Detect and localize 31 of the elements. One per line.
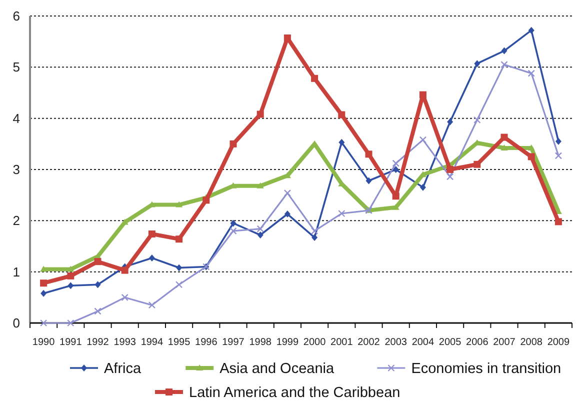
x-tick-label: 1999: [276, 337, 300, 348]
x-tick-label: 1997: [222, 337, 245, 348]
x-tick-label: 1991: [60, 337, 82, 348]
y-tick-label: 3: [12, 162, 20, 178]
x-tick-label: 1996: [195, 337, 218, 348]
x-tick-label: 1990: [32, 337, 56, 348]
x-tick-label: 1994: [140, 337, 164, 348]
legend-label: Latin America and the Caribbean: [189, 385, 400, 402]
x-tick-label: 2000: [303, 337, 326, 348]
x-tick-label: 2002: [358, 337, 380, 348]
x-tick-label: 1995: [168, 337, 191, 348]
legend-label: Africa: [104, 361, 142, 378]
y-tick-label: 6: [12, 8, 20, 24]
y-tick-label: 1: [12, 264, 20, 280]
legend-label: Economies in transition: [411, 361, 562, 378]
x-tick-label: 2008: [520, 337, 543, 348]
y-tick-label: 5: [12, 60, 20, 75]
y-tick-label: 4: [12, 110, 20, 126]
x-tick-label: 1992: [86, 337, 110, 348]
x-tick-label: 2006: [466, 337, 489, 348]
x-tick-label: 2001: [330, 337, 354, 348]
x-tick-label: 2003: [384, 337, 408, 348]
x-tick-label: 1993: [114, 337, 136, 348]
y-tick-label: 2: [12, 213, 20, 228]
y-tick-label: 0: [12, 316, 20, 331]
x-tick-label: 2009: [547, 337, 570, 348]
x-tick-label: 2004: [412, 337, 435, 348]
x-tick-label: 2007: [493, 337, 516, 348]
x-tick-label: 2005: [438, 337, 462, 348]
x-tick-label: 1998: [249, 337, 272, 348]
legend-label: Asia and Oceania: [220, 361, 335, 378]
